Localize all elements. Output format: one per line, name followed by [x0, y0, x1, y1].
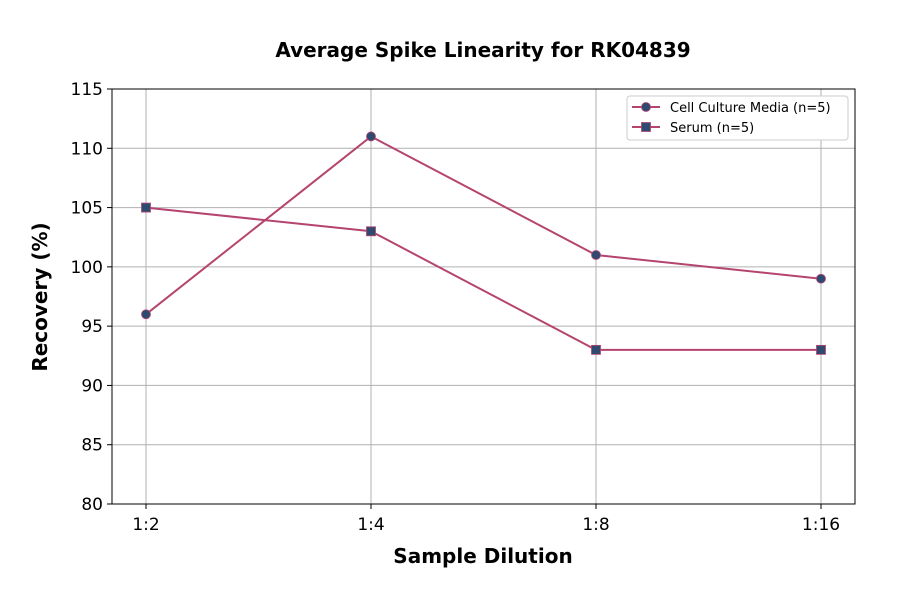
data-point-0: [141, 309, 151, 320]
data-point-1: [366, 226, 376, 237]
data-point-1: [816, 344, 826, 355]
legend-marker: [641, 102, 651, 112]
x-tick-label: 1:8: [582, 515, 609, 535]
data-point-0: [816, 273, 826, 284]
plot-frame: [111, 88, 856, 505]
x-tick-label: 1:2: [132, 515, 159, 535]
series-line-0: [145, 135, 822, 316]
chart-title: Average Spike Linearity for RK04839: [275, 38, 690, 62]
legend-label: Serum (n=5): [670, 121, 754, 136]
y-axis-label: Recovery (%): [28, 222, 52, 371]
legend: Cell Culture Media (n=5) Serum (n=5): [626, 95, 849, 141]
data-point-0: [366, 131, 376, 142]
y-tick-label: 95: [81, 317, 103, 337]
y-tick-label: 110: [71, 139, 103, 159]
legend-label: Cell Culture Media (n=5): [670, 101, 831, 116]
x-axis-label: Sample Dilution: [393, 544, 572, 568]
y-tick-label: 100: [71, 258, 103, 278]
x-tick-label: 1:16: [802, 515, 840, 535]
data-point-1: [591, 344, 601, 355]
series-line-1: [145, 206, 821, 351]
y-tick-label: 85: [81, 436, 103, 456]
data-point-0: [591, 250, 601, 260]
legend-marker: [641, 122, 651, 132]
x-tick-label: 1:4: [357, 515, 384, 535]
y-tick-label: 90: [81, 376, 103, 396]
y-tick-label: 105: [71, 199, 103, 219]
y-tick-label: 115: [71, 80, 103, 100]
legend-box: [626, 95, 849, 141]
data-point-1: [141, 202, 151, 213]
y-tick-label: 80: [81, 495, 103, 515]
